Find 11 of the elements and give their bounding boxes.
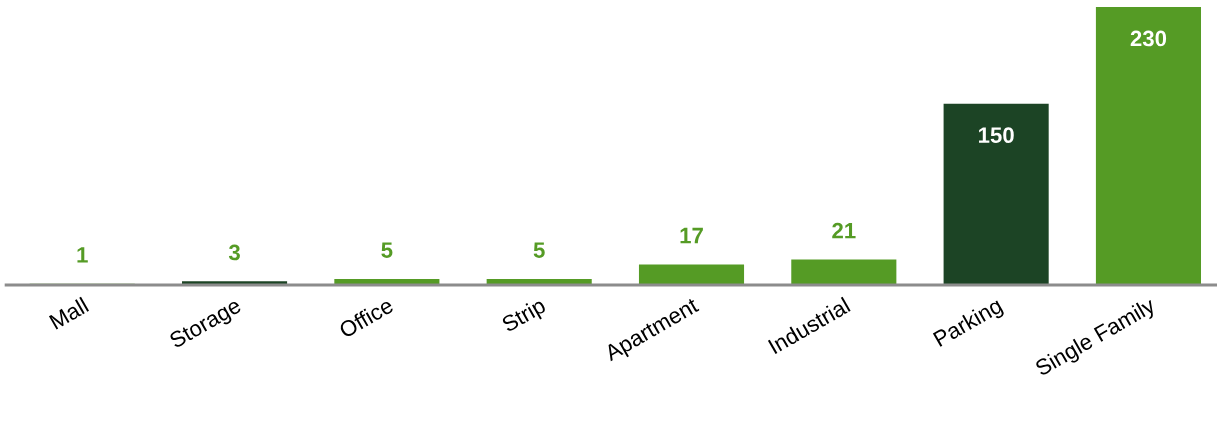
- x-tick-label: Office: [337, 296, 395, 339]
- data-label: 150: [979, 127, 1014, 144]
- data-label: 5: [381, 242, 393, 258]
- x-tick-label: Strip: [500, 296, 549, 337]
- data-label: 3: [228, 244, 240, 261]
- data-label: 5: [533, 242, 545, 258]
- data-label: 1: [77, 247, 88, 263]
- data-label: 21: [832, 222, 856, 239]
- x-tick-label: Mall: [48, 296, 90, 330]
- data-label: 17: [680, 227, 703, 244]
- data-label: 230: [1130, 30, 1167, 47]
